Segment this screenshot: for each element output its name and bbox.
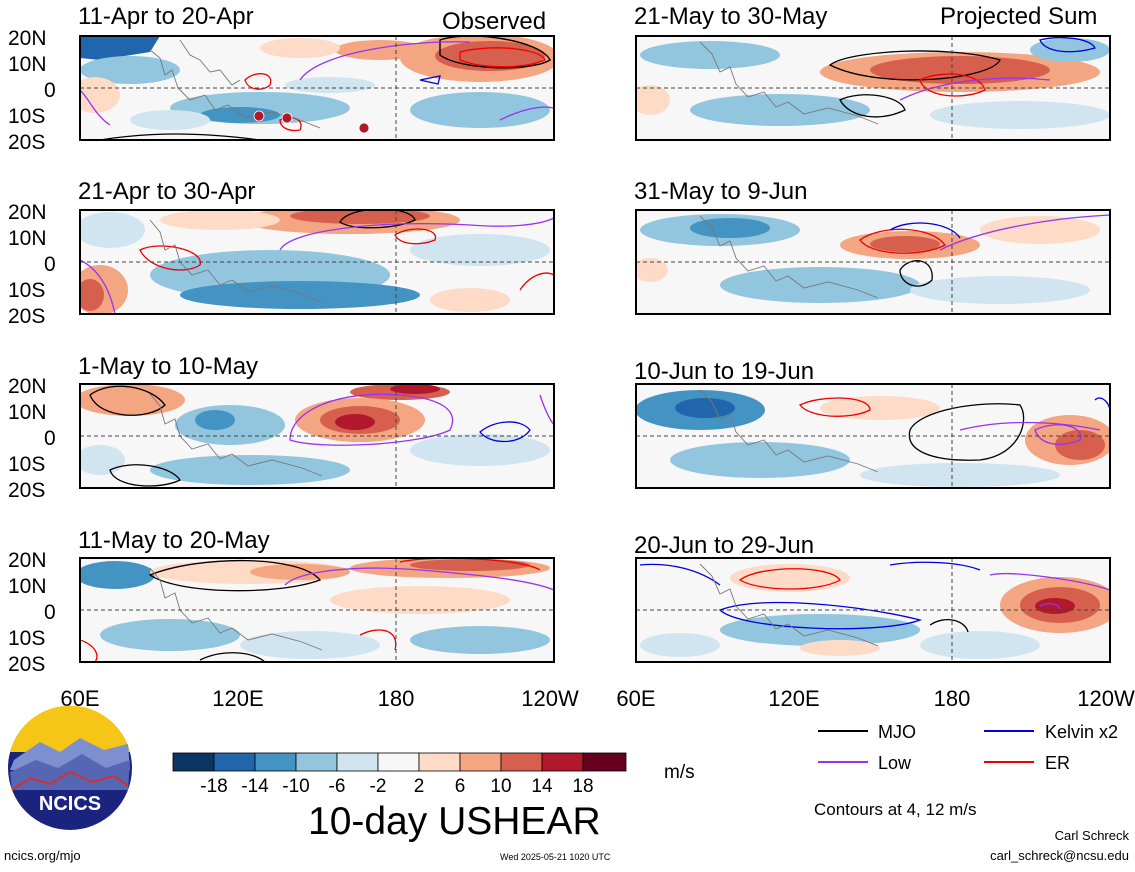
lat-label: 20N <box>8 201 47 224</box>
panel-title-l0: 11-Apr to 20-Apr <box>78 3 254 30</box>
footer-credit: Carl Schreck carl_schreck@ncsu.edu <box>990 826 1129 866</box>
lat-label: 20S <box>8 653 45 676</box>
legend: MJO Kelvin x2 Low ER <box>818 722 1118 773</box>
footer-email: carl_schreck@ncsu.edu <box>990 848 1129 863</box>
lat-label: 0 <box>44 79 56 102</box>
lat-label: 10N <box>8 227 47 250</box>
legend-label-mjo: MJO <box>878 722 916 742</box>
legend-label-low: Low <box>878 753 912 773</box>
panel-l3 <box>79 557 555 663</box>
colorbar-tick: 6 <box>455 776 466 797</box>
panel-title-r1: 31-May to 9-Jun <box>634 178 807 205</box>
lon-label: 120W <box>521 686 579 711</box>
footer-author: Carl Schreck <box>1054 828 1129 843</box>
lon-label: 120E <box>768 686 819 711</box>
panel-r1 <box>635 209 1111 315</box>
lat-labels-l3: 20N 10N 0 10S 20S <box>8 549 56 676</box>
panel-title-r3: 20-Jun to 29-Jun <box>634 532 814 559</box>
footer-timestamp: Wed 2025-05-21 1020 UTC <box>500 852 611 862</box>
panel-title-r0: 21-May to 30-May <box>634 3 827 30</box>
colorbar-tick: -14 <box>241 776 269 797</box>
colorbar-tick: -10 <box>282 776 309 797</box>
lat-label: 20S <box>8 131 45 154</box>
colorbar-tick: -18 <box>200 776 227 797</box>
figure-title: 10-day USHEAR <box>308 800 601 843</box>
lon-label: 180 <box>934 686 971 711</box>
panel-r2 <box>635 383 1111 489</box>
lon-label: 120E <box>212 686 263 711</box>
lat-label: 0 <box>44 427 56 450</box>
colorbar-tick: 10 <box>490 776 511 797</box>
panel-l0 <box>79 35 555 141</box>
lat-labels-l1: 20N 10N 0 10S 20S <box>8 201 56 328</box>
colorbar-units: m/s <box>664 762 695 783</box>
lon-labels-right: 60E 120E 180 120W <box>616 686 1135 711</box>
lat-label: 20N <box>8 375 47 398</box>
contour-note: Contours at 4, 12 m/s <box>814 800 977 819</box>
legend-label-kelvin: Kelvin x2 <box>1045 722 1118 742</box>
lat-label: 10S <box>8 105 45 128</box>
colorbar: -18 -14 -10 -6 -2 2 6 10 14 18 <box>172 752 627 797</box>
panel-title-l1: 21-Apr to 30-Apr <box>78 178 255 205</box>
lon-labels-left: 60E 120E 180 120W <box>60 686 579 711</box>
lat-label: 10S <box>8 627 45 650</box>
lat-label: 20N <box>8 549 47 572</box>
lat-label: 10S <box>8 453 45 476</box>
colorbar-tick: -2 <box>370 776 387 797</box>
lat-label: 10S <box>8 279 45 302</box>
lat-label: 10N <box>8 575 47 598</box>
footer-url: ncics.org/mjo <box>4 848 81 863</box>
lat-labels-l0: 20N 10N 0 10S 20S <box>8 27 56 154</box>
lat-label: 10N <box>8 401 47 424</box>
panel-r3 <box>635 557 1111 663</box>
panel-l2 <box>79 383 555 489</box>
lat-label: 10N <box>8 53 47 76</box>
panel-title-l3: 11-May to 20-May <box>78 527 270 554</box>
legend-label-er: ER <box>1045 753 1070 773</box>
lon-label: 120W <box>1077 686 1135 711</box>
panel-r0 <box>635 35 1111 141</box>
lat-label: 20S <box>8 305 45 328</box>
lat-label: 0 <box>44 601 56 624</box>
panel-l1 <box>79 209 555 315</box>
lon-label: 180 <box>378 686 415 711</box>
panel-title-l2: 1-May to 10-May <box>78 353 258 380</box>
lat-label: 20N <box>8 27 47 50</box>
colorbar-tick: 14 <box>531 776 553 797</box>
lat-label: 20S <box>8 479 45 502</box>
panel-title-r2: 10-Jun to 19-Jun <box>634 358 814 385</box>
logo-text: NCICS <box>39 793 101 815</box>
observed-label: Observed <box>442 8 546 35</box>
lat-label: 0 <box>44 253 56 276</box>
lon-label: 60E <box>616 686 655 711</box>
lat-labels-l2: 20N 10N 0 10S 20S <box>8 375 56 502</box>
ncics-logo: NCICS <box>8 705 132 830</box>
colorbar-tick: -6 <box>329 776 346 797</box>
colorbar-tick: 18 <box>572 776 593 797</box>
colorbar-tick: 2 <box>414 776 425 797</box>
projected-sum-label: Projected Sum <box>940 3 1097 30</box>
